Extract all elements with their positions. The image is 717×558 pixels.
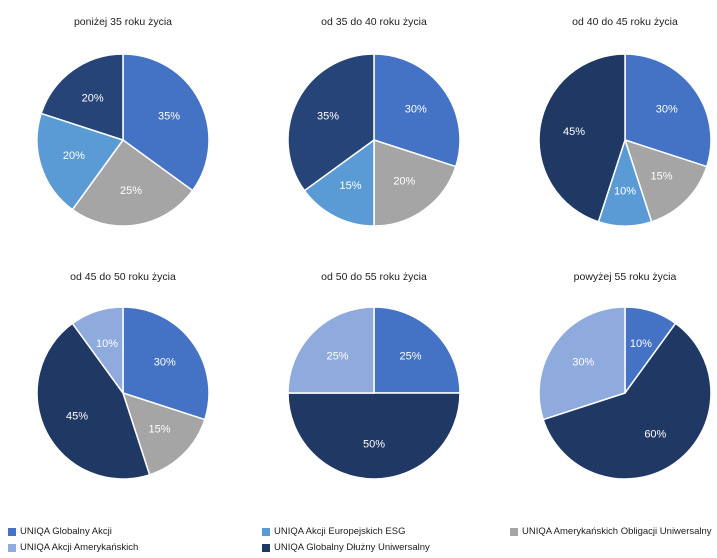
pie-chart-5: 25% 50% 25% xyxy=(287,306,461,480)
pie-slice xyxy=(287,392,461,480)
slice-label: 15% xyxy=(340,180,362,192)
chart-title-1: poniżej 35 roku życia xyxy=(73,16,173,28)
pie-slice xyxy=(303,138,375,227)
slice-label: 35% xyxy=(317,111,339,123)
legend-label: UNIQA Akcji Amerykańskich xyxy=(20,542,139,553)
pie-slice xyxy=(538,53,626,223)
slice-label: 25% xyxy=(399,351,421,363)
legend-swatch xyxy=(262,543,270,552)
slice-label: 15% xyxy=(148,423,170,435)
pie-slice xyxy=(542,322,712,480)
legend-item-akcji-amerykanskich: UNIQA Akcji Amerykańskich xyxy=(8,542,138,553)
slice-label: 10% xyxy=(96,338,118,350)
pie-slice xyxy=(624,53,712,168)
legend-swatch xyxy=(8,543,16,552)
pie-slice xyxy=(36,112,125,211)
legend-label: UNIQA Amerykańskich Obligacji Uniwersaln… xyxy=(522,526,712,537)
slice-label: 50% xyxy=(363,439,385,451)
legend-label: UNIQA Akcji Europejskich ESG xyxy=(274,526,406,537)
pie-slice xyxy=(287,306,375,394)
chart-title-2: od 35 do 40 roku życia xyxy=(321,16,427,28)
slice-label: 20% xyxy=(393,176,415,188)
slice-label: 20% xyxy=(82,92,104,104)
pie-slice xyxy=(122,306,210,421)
slice-label: 10% xyxy=(614,186,636,198)
pie-slice xyxy=(373,306,461,394)
pie-slice xyxy=(122,53,210,192)
legend-item-akcji-europejskich-esg: UNIQA Akcji Europejskich ESG xyxy=(262,526,405,537)
pie-slice xyxy=(373,53,461,168)
slice-label: 20% xyxy=(63,150,85,162)
legend-swatch xyxy=(8,527,16,536)
legend-label: UNIQA Globalny Akcji xyxy=(20,526,112,537)
slice-label: 10% xyxy=(630,338,652,350)
legend-swatch xyxy=(510,527,518,536)
slice-label: 30% xyxy=(572,357,594,369)
chart-title-4: od 45 do 50 roku życia xyxy=(70,271,176,283)
slice-label: 30% xyxy=(405,104,427,116)
legend-swatch xyxy=(262,527,270,536)
chart-title-6: powyżej 55 roku życia xyxy=(573,271,677,283)
slice-label: 25% xyxy=(120,185,142,197)
slice-label: 30% xyxy=(154,357,176,369)
pie-slice xyxy=(538,306,626,421)
pie-slice xyxy=(36,322,151,480)
slice-label: 45% xyxy=(66,410,88,422)
pie-slice xyxy=(40,53,124,142)
pie-chart-3: 30% 15% 10% 45% xyxy=(538,53,712,227)
pie-slice xyxy=(71,138,194,227)
pie-chart-4: 30% 15% 45% 10% xyxy=(36,306,210,480)
slice-label: 15% xyxy=(650,170,672,182)
legend-label: UNIQA Globalny Dłużny Uniwersalny xyxy=(274,542,430,553)
chart-title-5: od 50 do 55 roku życia xyxy=(321,271,427,283)
slice-label: 45% xyxy=(563,126,585,138)
slice-label: 60% xyxy=(644,429,666,441)
pie-chart-2: 30% 20% 15% 35% xyxy=(287,53,461,227)
legend-item-globalny-dluzny: UNIQA Globalny Dłużny Uniwersalny xyxy=(262,542,430,553)
pie-slice xyxy=(287,53,375,192)
pie-slice xyxy=(71,306,124,396)
slice-label: 25% xyxy=(326,351,348,363)
legend-item-amerykanskich-obligacji: UNIQA Amerykańskich Obligacji Uniwersaln… xyxy=(510,526,712,537)
slice-label: 30% xyxy=(656,104,678,116)
chart-title-3: od 40 do 45 roku życia xyxy=(572,16,678,28)
pie-chart-6: 10% 60% 30% xyxy=(538,306,712,480)
slice-label: 35% xyxy=(158,111,180,123)
legend-item-globalny-akcji: UNIQA Globalny Akcji xyxy=(8,526,112,537)
pie-slice xyxy=(373,138,457,227)
pie-chart-1: 35% 25% 20% 20% xyxy=(36,53,210,227)
